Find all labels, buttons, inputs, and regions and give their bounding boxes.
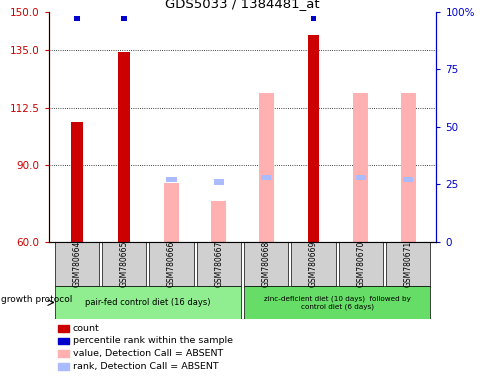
FancyBboxPatch shape xyxy=(290,242,335,286)
Bar xyxy=(211,201,226,242)
Bar xyxy=(213,179,224,185)
Bar xyxy=(121,16,127,21)
Bar xyxy=(118,53,130,242)
Text: GSM780665: GSM780665 xyxy=(120,241,128,287)
FancyBboxPatch shape xyxy=(243,286,429,319)
Text: count: count xyxy=(73,324,99,333)
Bar xyxy=(402,177,412,182)
Text: GSM780668: GSM780668 xyxy=(261,241,270,287)
Bar xyxy=(164,183,179,242)
FancyBboxPatch shape xyxy=(149,242,194,286)
Text: growth protocol: growth protocol xyxy=(1,295,72,304)
Bar xyxy=(74,16,79,21)
Title: GDS5033 / 1384481_at: GDS5033 / 1384481_at xyxy=(165,0,319,10)
Text: rank, Detection Call = ABSENT: rank, Detection Call = ABSENT xyxy=(73,362,218,371)
Text: GSM780669: GSM780669 xyxy=(308,241,318,287)
Bar xyxy=(352,93,368,242)
FancyBboxPatch shape xyxy=(102,242,146,286)
Text: value, Detection Call = ABSENT: value, Detection Call = ABSENT xyxy=(73,349,223,358)
Text: zinc-deficient diet (10 days)  followed by
control diet (6 days): zinc-deficient diet (10 days) followed b… xyxy=(263,296,410,310)
Text: GSM780664: GSM780664 xyxy=(72,241,81,287)
Bar xyxy=(307,35,319,242)
FancyBboxPatch shape xyxy=(55,242,99,286)
FancyBboxPatch shape xyxy=(385,242,429,286)
Bar xyxy=(258,93,273,242)
Bar xyxy=(71,122,83,242)
FancyBboxPatch shape xyxy=(55,286,241,319)
FancyBboxPatch shape xyxy=(243,242,288,286)
Text: GSM780670: GSM780670 xyxy=(356,241,364,287)
Bar xyxy=(310,16,316,21)
Text: GSM780667: GSM780667 xyxy=(214,241,223,287)
FancyBboxPatch shape xyxy=(196,242,241,286)
FancyBboxPatch shape xyxy=(338,242,382,286)
Bar xyxy=(400,93,415,242)
Text: GSM780666: GSM780666 xyxy=(166,241,176,287)
Text: GSM780671: GSM780671 xyxy=(403,241,412,287)
Bar xyxy=(260,175,271,180)
Text: pair-fed control diet (16 days): pair-fed control diet (16 days) xyxy=(85,298,210,307)
Bar xyxy=(166,177,176,182)
Bar xyxy=(355,175,365,180)
Text: percentile rank within the sample: percentile rank within the sample xyxy=(73,336,232,346)
